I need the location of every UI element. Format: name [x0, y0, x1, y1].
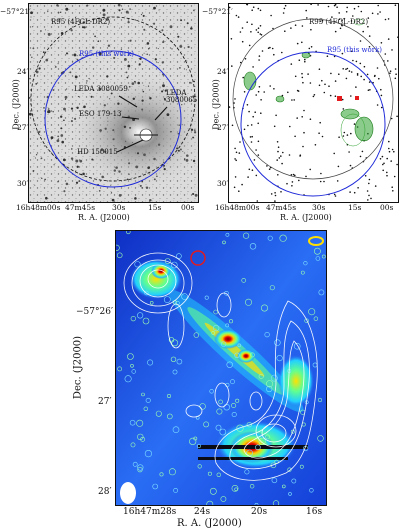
- a-ytick-2: 27′: [17, 123, 29, 132]
- c-ytick-1: 27′: [98, 397, 112, 407]
- a-xtick-2: 30s: [112, 203, 126, 212]
- c-xlabel: R. A. (J2000): [177, 518, 242, 529]
- r95-this-work-circle: [44, 50, 182, 188]
- b-ylabel: Dec. (J2000): [211, 79, 221, 130]
- a-ylabel: Dec. (J2000): [11, 79, 21, 130]
- panel-c-heatmap: −57°26′ 27′ 28′ Dec. (J2000) 16h47m28s 2…: [0, 226, 400, 529]
- b-xtick-1: 47m45s: [266, 203, 297, 212]
- c-xtick-3: 16s: [306, 507, 323, 517]
- panel-c-image: [115, 230, 327, 506]
- a-xlabel: R. A. (J2000): [78, 213, 130, 222]
- b-xtick-2: 30s: [312, 203, 326, 212]
- c-xtick-2: 20s: [251, 507, 268, 517]
- b-xlabel: R. A. (J2000): [280, 213, 332, 222]
- r95-4fgl-label: R95 (4FGL-DR2): [51, 18, 111, 26]
- b-r95-this-work-label: R95 (this work): [327, 46, 383, 54]
- a-ytick-3: 30′: [17, 179, 29, 188]
- c-ylabel: Dec. (J2000): [72, 335, 84, 400]
- a-xtick-1: 47m45s: [65, 203, 96, 212]
- c-beam-ellipse: [120, 482, 136, 504]
- a-ytick-0: −57°21′: [0, 7, 31, 16]
- c-ytick-2: 28′: [98, 487, 112, 497]
- b-xtick-0: 16h48m00s: [215, 203, 260, 212]
- b-r95-4fgl-circle: [232, 18, 394, 180]
- b-ytick-2: 27′: [217, 123, 229, 132]
- c-ytick-0: −57°26′: [76, 307, 113, 317]
- panel-a-optical: R95 (4FGL-DR2) R95 (this work) LEDA 3080…: [0, 0, 200, 225]
- b-r95-4fgl-label: R95 (4FGL-DR2): [309, 18, 369, 26]
- panel-b-sources: R95 (4FGL-DR2) R95 (this work) −57°21′ 2…: [200, 0, 400, 225]
- b-xtick-4: 00s: [380, 203, 394, 212]
- hd-150015-label: HD 150015: [77, 148, 118, 156]
- leda-3080065-label: LEDA 3080065: [166, 89, 198, 104]
- a-xtick-3: 15s: [148, 203, 162, 212]
- a-xtick-0: 16h48m00s: [16, 203, 61, 212]
- eso-179-13-label: ESO 179-13: [79, 110, 122, 118]
- b-ytick-3: 30′: [217, 179, 229, 188]
- c-xtick-1: 24s: [194, 507, 211, 517]
- panel-c-svg: [116, 231, 326, 505]
- a-xtick-4: 00s: [181, 203, 195, 212]
- b-ytick-0: −57°21′: [202, 7, 233, 16]
- a-ytick-1: 24′: [17, 67, 29, 76]
- leda-3080059-label: LEDA 3080059: [74, 85, 128, 93]
- r95-4fgl-circle: [30, 16, 196, 182]
- c-red-circle-marker: [190, 250, 206, 266]
- panel-a-image: R95 (4FGL-DR2) R95 (this work) LEDA 3080…: [28, 3, 199, 203]
- panel-a-svg: [29, 4, 198, 202]
- b-r95-this-work-circle: [240, 51, 386, 197]
- panel-b-image: R95 (4FGL-DR2) R95 (this work): [228, 3, 399, 203]
- r95-this-work-label: R95 (this work): [79, 50, 135, 58]
- c-xtick-0: 16h47m28s: [123, 507, 177, 517]
- b-ytick-1: 24′: [217, 67, 229, 76]
- panel-b-svg: [229, 4, 398, 202]
- b-xtick-3: 15s: [348, 203, 362, 212]
